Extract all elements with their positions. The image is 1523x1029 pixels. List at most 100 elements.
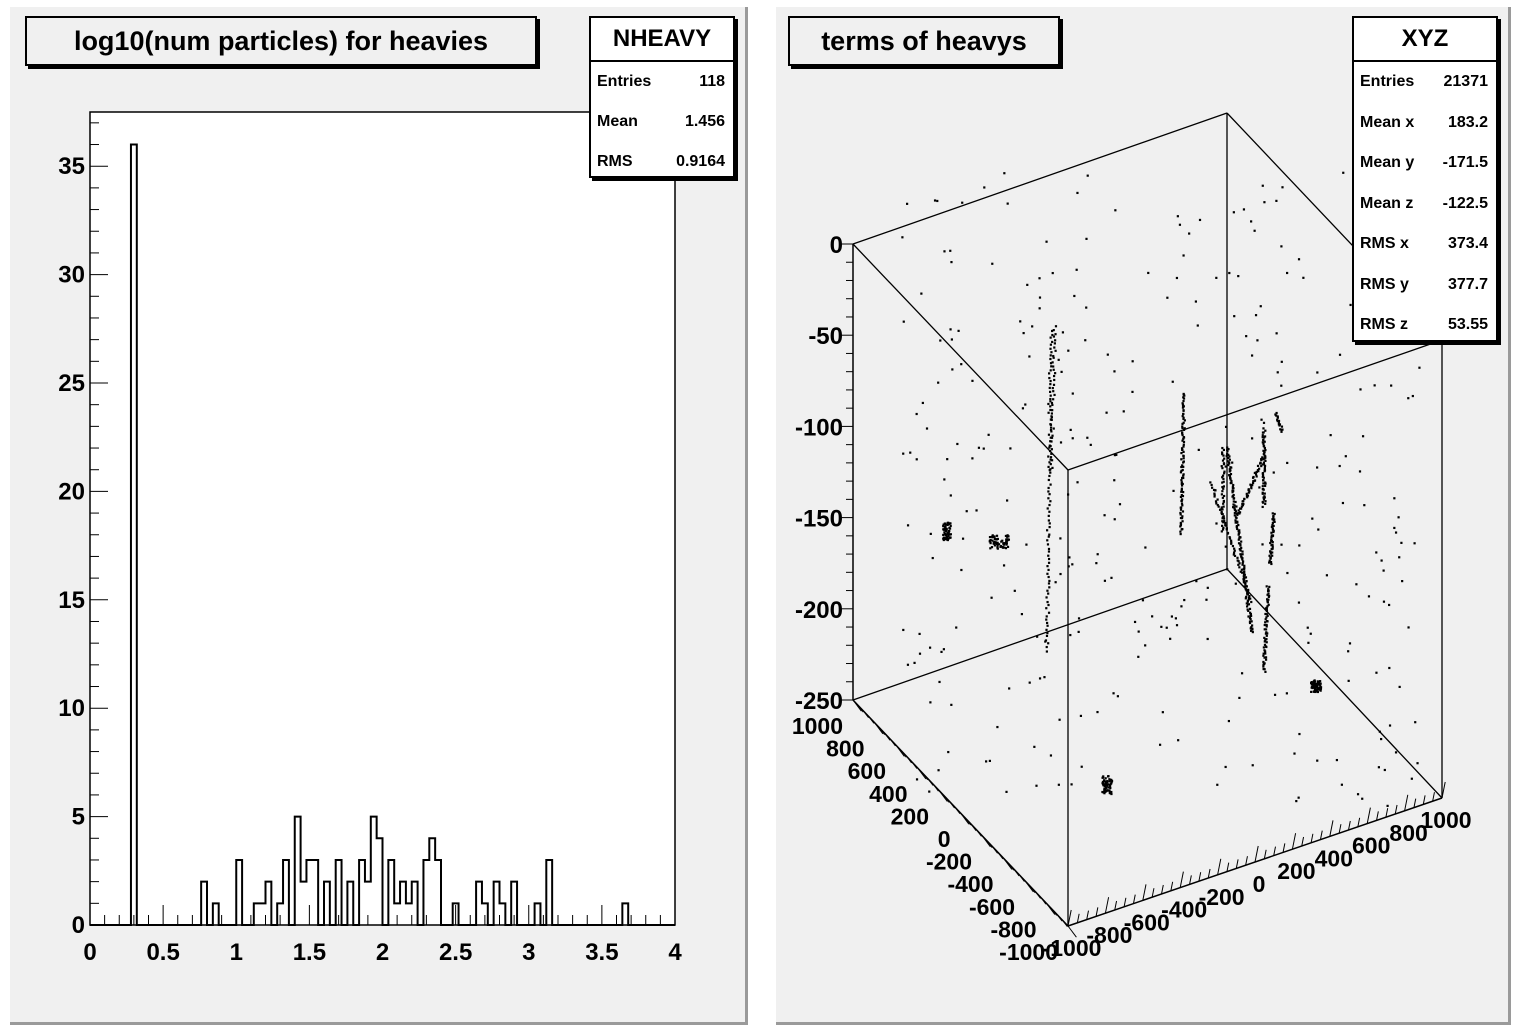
x-minor-tick (1413, 798, 1417, 808)
track-point (1279, 428, 1282, 431)
track-point (1248, 620, 1252, 623)
track-point (1181, 415, 1184, 418)
track-point (1261, 474, 1265, 477)
track-point (1222, 517, 1226, 520)
track-point (1265, 638, 1268, 641)
track-point (1179, 524, 1182, 527)
scatter-point (1198, 218, 1202, 222)
scatter-point (1286, 271, 1289, 275)
y-tick-label: -600 (969, 894, 1015, 920)
scatter-point (933, 199, 937, 202)
track-point (1230, 539, 1233, 542)
track-point (1048, 474, 1051, 478)
track-point (1179, 532, 1182, 536)
track-point (1267, 595, 1270, 599)
track-point (1247, 488, 1250, 491)
cluster-point (947, 535, 950, 538)
track-point (1221, 476, 1224, 479)
track-point (1261, 441, 1264, 444)
scatter-point (1414, 721, 1417, 724)
track-point (1047, 465, 1050, 469)
stats-value: -171.5 (1442, 154, 1488, 172)
y-minor-tick (868, 716, 875, 724)
track-point (1263, 451, 1266, 454)
track-point (1246, 590, 1250, 593)
track-point (1047, 497, 1050, 500)
stats-row: Entries 118 (591, 62, 733, 102)
track-point (1222, 448, 1226, 452)
cluster-point (1103, 784, 1107, 788)
track-point (1264, 621, 1267, 624)
scatter-point (1253, 229, 1256, 232)
track-point (1250, 600, 1253, 604)
x-minor-tick (1170, 881, 1174, 891)
track-point (1262, 427, 1265, 430)
track-point (1182, 412, 1185, 416)
cluster-point (944, 529, 948, 533)
track-point (1181, 494, 1185, 498)
histogram-outline (90, 143, 675, 926)
track-point (1182, 409, 1185, 412)
track-point (1052, 398, 1055, 401)
scatter-point (1298, 732, 1301, 736)
track-point (1220, 506, 1223, 509)
stats-value: 373.4 (1447, 235, 1488, 253)
track-point (1049, 383, 1052, 386)
scatter-point (1175, 276, 1179, 280)
track-point (1180, 465, 1183, 469)
scatter-point (949, 249, 952, 252)
track-point (1262, 444, 1265, 448)
track-point (1269, 552, 1272, 555)
track-point (1262, 461, 1266, 464)
scatter-point (942, 648, 945, 651)
track-point (1224, 521, 1227, 525)
scatter-point (1076, 191, 1079, 195)
track-point (1254, 473, 1258, 476)
cluster-point (994, 542, 998, 545)
track-point (1244, 597, 1247, 600)
track-point (1230, 466, 1233, 469)
scatter-point (1382, 600, 1386, 603)
x-minor-tick (1348, 820, 1351, 831)
scatter-point (1103, 514, 1106, 517)
x-tick-label: 1.5 (293, 939, 326, 966)
track-point (1227, 453, 1230, 456)
cluster-point (945, 527, 948, 530)
x-tick-label: 4 (668, 939, 682, 966)
scatter-point (1115, 453, 1118, 456)
scatter-point (1375, 671, 1378, 674)
track-point (1268, 559, 1271, 562)
x-minor-tick (1235, 859, 1239, 869)
track-point (1181, 520, 1184, 523)
scatter-point (1407, 626, 1410, 629)
scatter-point (901, 236, 904, 239)
track-point (1269, 556, 1272, 559)
track-point (1264, 449, 1267, 452)
track-point (1046, 600, 1049, 604)
track-point (1215, 502, 1218, 505)
x-tick-label: 400 (1315, 845, 1353, 871)
track-point (1250, 626, 1253, 629)
track-point (1275, 411, 1278, 415)
track-point (1263, 436, 1266, 439)
scatter-point (1160, 625, 1163, 628)
track-point (1221, 517, 1224, 520)
scatter-point (956, 442, 959, 446)
scatter-point (960, 363, 963, 366)
track-point (1044, 639, 1048, 642)
y-minor-tick (954, 807, 961, 815)
scatter-points (901, 171, 1421, 807)
track-point (1235, 505, 1238, 508)
track-point (1045, 645, 1048, 649)
track-point (1181, 528, 1184, 531)
scatter-point (1165, 626, 1168, 629)
track-point (1270, 525, 1274, 528)
track-point (1272, 530, 1275, 534)
track-point (1047, 592, 1050, 595)
scatter-point (1133, 620, 1137, 624)
track-point (1227, 456, 1230, 460)
track-point (1213, 492, 1216, 495)
scatter-point (988, 759, 991, 762)
track-point (1263, 628, 1266, 631)
scatter-point (928, 646, 932, 649)
